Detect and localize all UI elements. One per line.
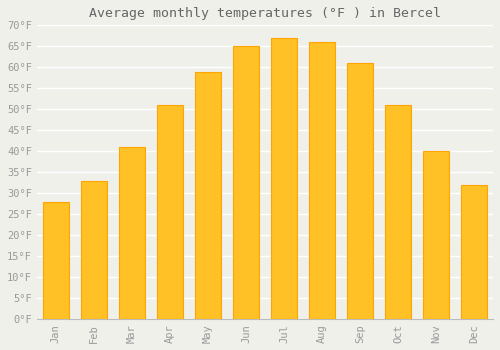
Bar bbox=[156, 105, 183, 320]
Title: Average monthly temperatures (°F ) in Bercel: Average monthly temperatures (°F ) in Be… bbox=[89, 7, 441, 20]
Bar bbox=[270, 38, 297, 320]
Bar bbox=[346, 63, 374, 320]
Bar bbox=[118, 147, 145, 320]
Bar bbox=[232, 46, 259, 320]
Bar bbox=[460, 185, 487, 320]
Bar bbox=[80, 181, 107, 320]
Bar bbox=[194, 71, 221, 320]
Bar bbox=[422, 151, 450, 320]
Bar bbox=[308, 42, 336, 320]
Bar bbox=[384, 105, 411, 320]
Bar bbox=[42, 202, 69, 320]
